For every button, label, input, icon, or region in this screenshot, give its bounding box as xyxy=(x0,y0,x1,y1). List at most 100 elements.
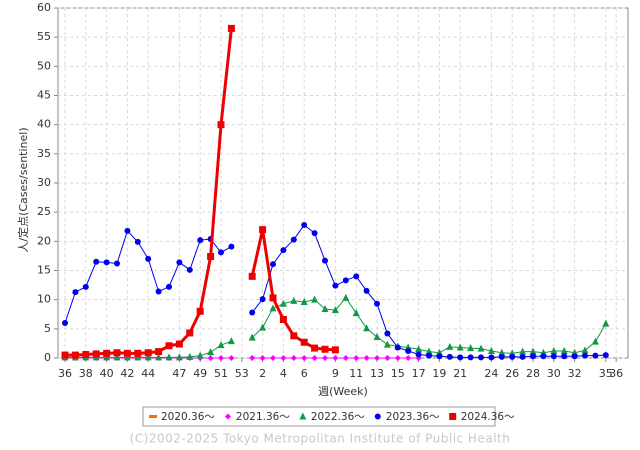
point xyxy=(165,353,173,361)
point xyxy=(144,349,152,357)
point xyxy=(300,338,308,346)
point xyxy=(519,353,526,360)
x-tick-label: 9 xyxy=(332,367,339,380)
point xyxy=(279,316,287,323)
point xyxy=(82,283,89,290)
point xyxy=(487,347,495,354)
point xyxy=(93,258,100,265)
x-tick-label: 44 xyxy=(141,367,155,380)
legend-box xyxy=(142,406,496,427)
point xyxy=(269,304,277,312)
point xyxy=(207,253,215,260)
footer: (C)2002-2025 Tokyo Metropolitan Institut… xyxy=(130,432,511,446)
point xyxy=(457,354,464,361)
x-tick-label: 32 xyxy=(568,367,582,380)
point xyxy=(415,345,423,353)
x-tick-label: 11 xyxy=(349,367,363,380)
y-tick-label: 0 xyxy=(44,351,51,364)
point xyxy=(425,347,433,355)
point xyxy=(280,247,287,254)
point xyxy=(331,306,339,314)
point xyxy=(259,323,267,331)
point xyxy=(384,330,391,337)
point xyxy=(269,294,277,302)
point xyxy=(311,344,319,352)
point xyxy=(145,255,152,262)
point xyxy=(322,355,328,361)
point xyxy=(478,354,484,361)
point xyxy=(415,351,422,358)
y-tick-label: 20 xyxy=(37,234,51,247)
point xyxy=(103,349,111,357)
point xyxy=(498,348,506,356)
legend-marker xyxy=(449,413,457,420)
point xyxy=(92,350,100,358)
point xyxy=(207,355,214,361)
point xyxy=(196,351,204,359)
point xyxy=(227,24,235,32)
point xyxy=(175,353,183,361)
point xyxy=(186,329,194,337)
legend-label: 2022.36～ xyxy=(311,411,365,423)
point xyxy=(353,273,360,280)
point xyxy=(352,309,360,317)
point xyxy=(155,348,163,356)
point xyxy=(426,352,432,359)
x-tick-label: 49 xyxy=(193,367,207,380)
point xyxy=(311,355,318,361)
point xyxy=(488,354,495,361)
point xyxy=(218,355,224,361)
point xyxy=(166,283,172,290)
x-tick-label: 38 xyxy=(79,367,93,380)
y-tick-label: 30 xyxy=(37,176,51,189)
point xyxy=(405,355,412,361)
point xyxy=(227,337,235,345)
point xyxy=(384,355,391,361)
point xyxy=(186,266,193,273)
point xyxy=(62,320,68,326)
point xyxy=(228,243,235,250)
x-axis-label: 週(Week) xyxy=(318,385,368,398)
point xyxy=(529,347,537,355)
point xyxy=(540,353,547,360)
point xyxy=(342,293,350,301)
point xyxy=(321,345,329,353)
x-tick-label: 36 xyxy=(609,367,623,380)
x-tick-label: 47 xyxy=(172,367,186,380)
point xyxy=(467,354,474,361)
point xyxy=(602,352,609,359)
point xyxy=(301,355,308,361)
point xyxy=(61,351,69,359)
point xyxy=(405,348,412,354)
x-tick-label: 17 xyxy=(412,367,426,380)
x-tick-label: 6 xyxy=(301,367,308,380)
y-tick-label: 60 xyxy=(37,1,51,14)
point xyxy=(374,300,380,307)
point xyxy=(363,355,370,361)
point xyxy=(363,324,371,332)
y-tick-label: 45 xyxy=(37,89,51,102)
point xyxy=(477,344,485,352)
point xyxy=(249,309,256,316)
legend-label: 2023.36～ xyxy=(386,411,440,423)
point xyxy=(124,227,131,234)
point xyxy=(300,298,308,305)
y-tick-label: 5 xyxy=(44,322,51,335)
point xyxy=(134,238,141,245)
point xyxy=(176,259,183,266)
point xyxy=(123,349,131,357)
legend-label: 2020.36～ xyxy=(161,411,215,423)
point xyxy=(467,344,475,352)
point xyxy=(218,249,224,256)
point xyxy=(134,349,142,357)
x-tick-label: 2 xyxy=(259,367,266,380)
legend-marker xyxy=(374,413,381,420)
y-tick-label: 50 xyxy=(37,59,51,72)
point xyxy=(155,353,163,361)
legend-label: 2024.36～ xyxy=(461,411,515,423)
legend-marker xyxy=(224,413,231,420)
point xyxy=(113,349,121,357)
x-tick-label: 26 xyxy=(505,367,519,380)
point xyxy=(228,355,235,361)
